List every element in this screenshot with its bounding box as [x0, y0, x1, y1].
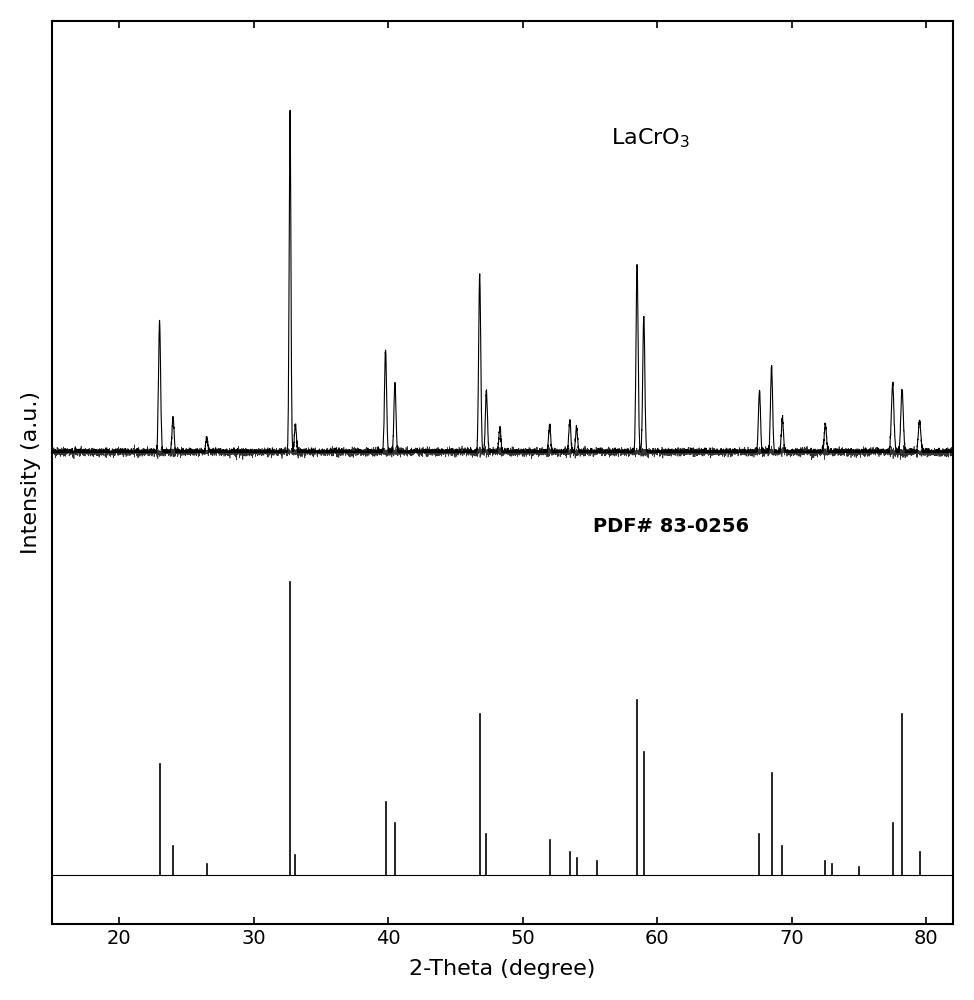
Text: PDF# 83-0256: PDF# 83-0256	[592, 517, 749, 536]
X-axis label: 2-Theta (degree): 2-Theta (degree)	[409, 959, 596, 979]
Text: LaCrO$_3$: LaCrO$_3$	[611, 126, 690, 150]
Y-axis label: Intensity (a.u.): Intensity (a.u.)	[20, 391, 41, 554]
